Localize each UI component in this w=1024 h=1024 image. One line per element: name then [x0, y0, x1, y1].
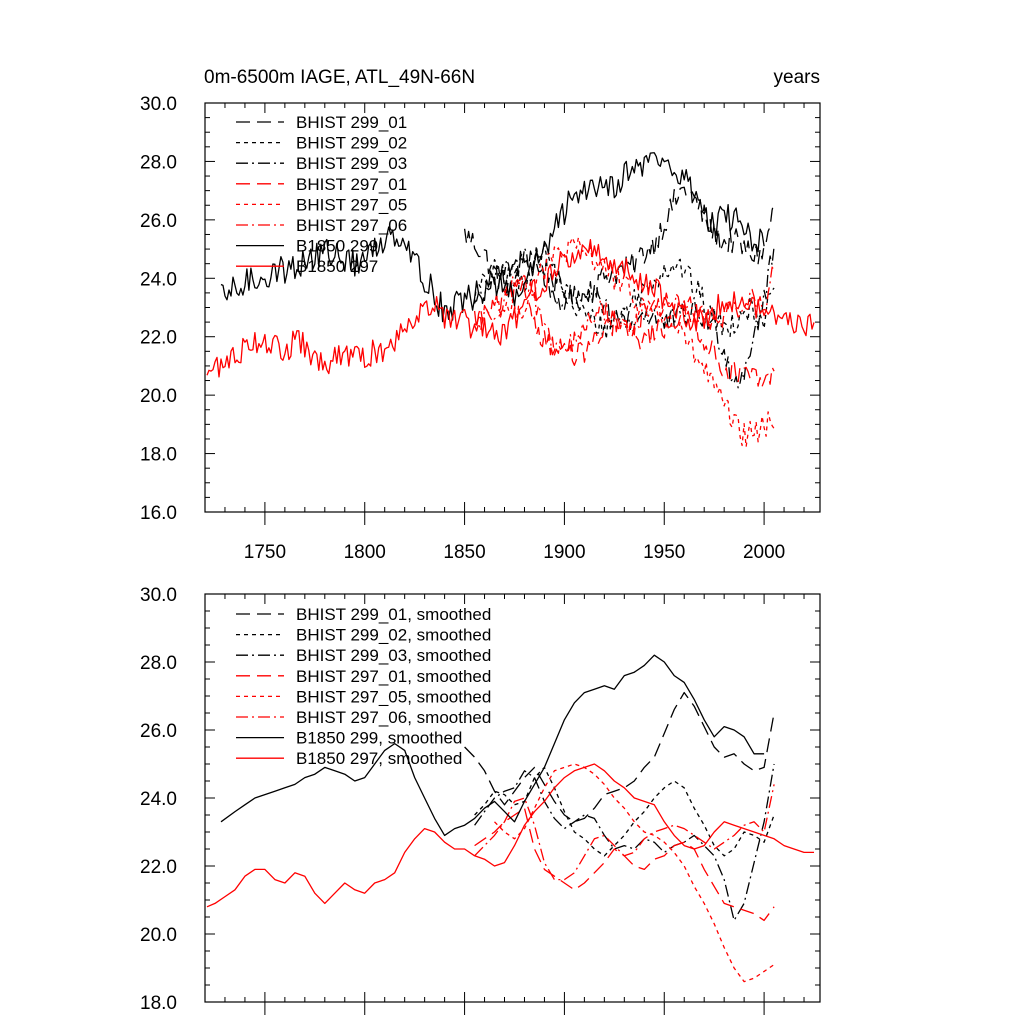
x-tick-label: 1900 — [543, 542, 585, 563]
legend-label: B1850 297, smoothed — [296, 749, 462, 768]
legend-label: BHIST 299_03 — [296, 154, 407, 173]
chart-title: 0m-6500m IAGE, ATL_49N-66N — [204, 67, 475, 88]
y-tick-label: 26.0 — [140, 721, 177, 742]
series-line-bhist-297-05-smoothed — [494, 763, 775, 983]
legend-label: B1850 299 — [296, 237, 378, 256]
series-line-b1850-297-smoothed — [206, 763, 814, 908]
y-tick-label: 24.0 — [140, 789, 177, 810]
legend-label: B1850 299, smoothed — [296, 729, 462, 748]
series-line-bhist-297-05 — [493, 236, 775, 448]
chart-panel-raw: 0m-6500m IAGE, ATL_49N-66N years BHIST 2… — [140, 67, 821, 563]
axes: 16.0 18.0 20.0 22.0 24.0 26.0 28.0 30.0 1750 1800… — [140, 94, 821, 563]
y-tick-label: 28.0 — [140, 152, 177, 173]
legend-label: BHIST 297_01, smoothed — [296, 667, 491, 686]
y-tick-label: 24.0 — [140, 269, 177, 290]
y-tick-label: 20.0 — [140, 925, 177, 946]
chart-panel-smoothed: BHIST 299_01, smoothed BHIST 299_02, smoo… — [140, 585, 821, 1015]
series-line-bhist-297-01 — [473, 276, 775, 388]
y-tick-label: 22.0 — [140, 328, 177, 349]
y-tick-label: 22.0 — [140, 857, 177, 878]
y-tick-label: 28.0 — [140, 653, 177, 674]
legend-label: BHIST 297_05 — [296, 195, 407, 214]
legend: BHIST 299_01, smoothed BHIST 299_02, smoo… — [236, 605, 491, 768]
series-line-bhist-299-01-smoothed — [464, 691, 775, 823]
legend-label: BHIST 297_05, smoothed — [296, 687, 491, 706]
x-tick-label: 1800 — [344, 542, 386, 563]
legend-label: BHIST 297_06, smoothed — [296, 708, 491, 727]
legend-label: B1850 297 — [296, 257, 378, 276]
legend-label: BHIST 299_01, smoothed — [296, 605, 491, 624]
x-tick-label: 2000 — [743, 542, 785, 563]
series-line-bhist-297-01-smoothed — [474, 807, 775, 922]
legend-label: BHIST 299_03, smoothed — [296, 646, 491, 665]
axes: 18.0 20.0 22.0 24.0 26.0 28.0 30.0 — [140, 585, 821, 1015]
legend-label: BHIST 299_01 — [296, 113, 407, 132]
series-layer — [206, 152, 815, 448]
series-layer — [206, 654, 814, 983]
x-tick-label: 1750 — [244, 542, 286, 563]
y-tick-label: 20.0 — [140, 386, 177, 407]
chart-units-label: years — [774, 67, 820, 88]
x-tick-label: 1950 — [643, 542, 685, 563]
series-line-b1850-297 — [206, 239, 815, 378]
series-line-b1850-299-smoothed — [220, 654, 765, 837]
y-tick-label: 30.0 — [140, 585, 177, 606]
legend-label: BHIST 299_02, smoothed — [296, 626, 491, 645]
series-line-b1850-299 — [220, 152, 765, 323]
y-tick-label: 16.0 — [140, 503, 177, 524]
y-tick-label: 18.0 — [140, 445, 177, 466]
legend-label: BHIST 297_06 — [296, 216, 407, 235]
y-tick-label: 26.0 — [140, 211, 177, 232]
y-tick-label: 18.0 — [140, 993, 177, 1014]
legend-label: BHIST 297_01 — [296, 175, 407, 194]
series-line-bhist-297-06-smoothed — [474, 784, 775, 881]
y-tick-label: 30.0 — [140, 94, 177, 115]
legend-label: BHIST 299_02 — [296, 134, 407, 153]
x-tick-label: 1850 — [443, 542, 485, 563]
series-line-bhist-299-03-smoothed — [474, 763, 775, 922]
series-line-bhist-299-03 — [474, 246, 775, 389]
